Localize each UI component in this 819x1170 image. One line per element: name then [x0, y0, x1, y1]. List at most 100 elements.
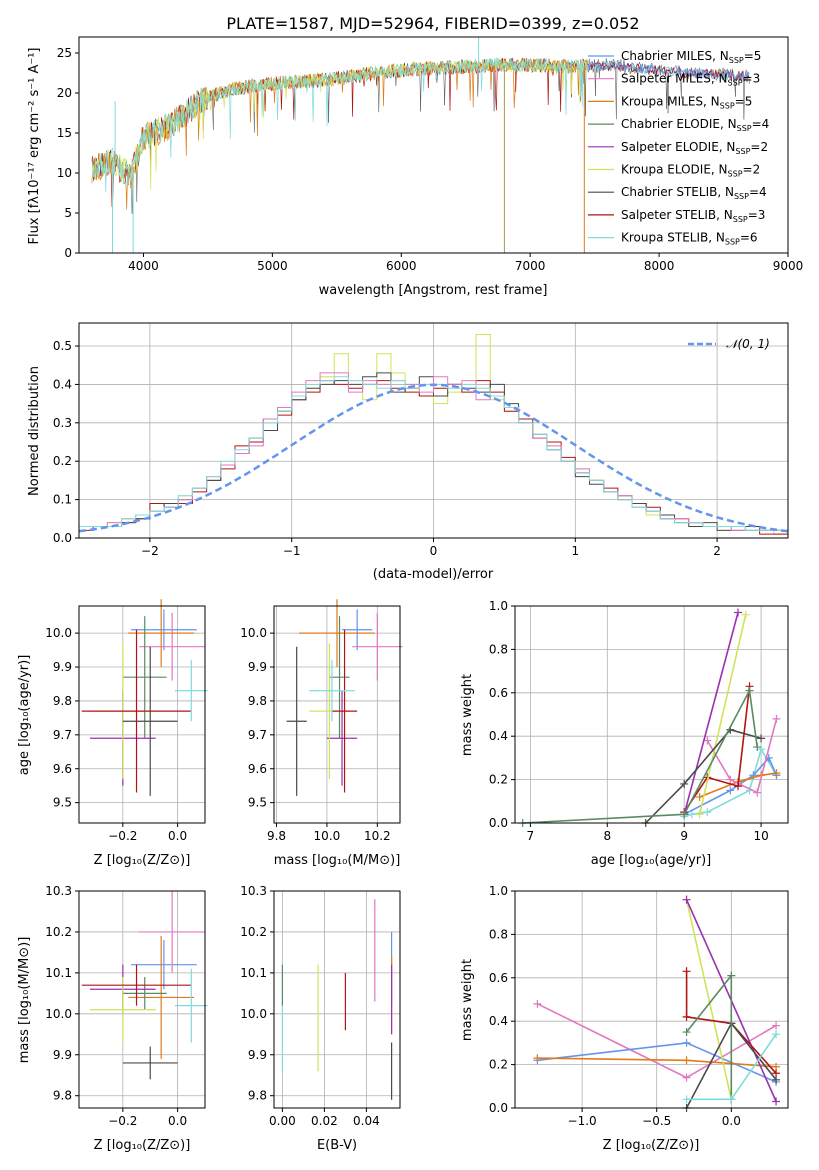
weight-marker	[727, 971, 736, 980]
legend-entry: Salpeter STELIB, NSSP=3	[621, 208, 765, 224]
weight-marker	[741, 610, 750, 619]
tick-label-y: 0.8	[489, 642, 508, 656]
weight-line	[645, 728, 762, 824]
gauss-legend-label: 𝒩(0, 1)	[726, 337, 770, 351]
weight-marker	[533, 1054, 542, 1063]
tick-label-y: 0.8	[489, 927, 508, 941]
tick-label-y: 0.1	[53, 493, 72, 507]
tick-label-x: 10.0	[314, 829, 341, 843]
weight-marker	[772, 714, 781, 723]
tick-label-y: 0.0	[489, 1101, 508, 1115]
tick-label-x: 0	[430, 544, 438, 558]
weight-marker	[753, 743, 762, 752]
tick-label-y: 9.8	[248, 1089, 267, 1103]
tick-label-x: 0.00	[269, 1114, 296, 1128]
weight-marker	[682, 967, 691, 976]
weight-marker	[726, 775, 735, 784]
mass-vs-z-xlabel: Z [log₁₀(Z/Z⊙)]	[94, 1138, 191, 1153]
tick-label-y: 0.5	[53, 339, 72, 353]
weight-marker	[772, 1030, 781, 1039]
weight-line	[683, 686, 751, 813]
weight-marker	[734, 782, 743, 791]
legend-entry: Kroupa ELODIE, NSSP=2	[621, 163, 760, 179]
tick-label-x: 9.8	[267, 829, 286, 843]
legend-entry: Salpeter ELODIE, NSSP=2	[621, 140, 768, 156]
tick-label-x: −0.2	[108, 829, 137, 843]
model-line	[587, 60, 750, 82]
tick-label-x: 4000	[128, 259, 159, 273]
tick-label-y: 15	[57, 126, 72, 140]
tick-label-x: 5000	[257, 259, 288, 273]
tick-label-y: 0.4	[489, 729, 508, 743]
tick-label-x: 0.0	[168, 1114, 187, 1128]
tick-label-x: 9000	[773, 259, 804, 273]
tick-label-y: 0.2	[489, 1058, 508, 1072]
tick-label-y: 0	[64, 246, 72, 260]
weight-marker	[687, 810, 696, 819]
tick-label-x: −1	[283, 544, 301, 558]
tick-label-y: 0.4	[53, 377, 72, 391]
weight-vs-age-panel: 7 8 9 10 0.0 0.2 0.4 0.6 0.8 1.0 age [log₁₀(age/y…	[460, 599, 789, 868]
age-vs-mass-panel: 9.8 10.0 10.2 9.5 9.6 9.7 9.8 9.9 10.0 mass [log…	[240, 599, 403, 868]
weight-line	[683, 612, 739, 815]
weight-line	[706, 718, 778, 794]
weight-marker	[753, 788, 762, 797]
tick-label-x: 0.0	[168, 829, 187, 843]
weight-marker	[772, 1075, 781, 1084]
spectrum-panel: PLATE=1587, MJD=52964, FIBERID=0399, z=0…	[27, 14, 803, 298]
weight-line	[699, 772, 777, 798]
tick-label-x: 0.0	[722, 1114, 741, 1128]
tick-label-y: 0.2	[489, 773, 508, 787]
tick-label-x: 0.02	[311, 1114, 338, 1128]
tick-label-y: 9.9	[53, 660, 72, 674]
gaussian-curve	[78, 383, 789, 533]
weight-marker	[757, 745, 766, 754]
tick-label-x: 10.2	[364, 829, 391, 843]
tick-label-y: 9.8	[53, 694, 72, 708]
weight-marker	[682, 1056, 691, 1065]
spectrum-xlabel: wavelength [Angstrom, rest frame]	[319, 283, 548, 298]
tick-label-x: −1.0	[568, 1114, 597, 1128]
tick-label-y: 0.6	[489, 686, 508, 700]
spectrum-title: PLATE=1587, MJD=52964, FIBERID=0399, z=0…	[226, 14, 639, 33]
tick-label-y: 10.3	[45, 884, 72, 898]
tick-label-x: 2	[713, 544, 721, 558]
weight-line	[685, 899, 733, 1100]
weight-marker	[695, 792, 704, 801]
weight-marker	[695, 810, 704, 819]
weight-marker	[745, 686, 754, 695]
age-vs-z-panel: −0.2 0.0 9.5 9.6 9.7 9.8 9.9 10.0 Z [log₁₀(Z/Z⊙…	[17, 599, 208, 868]
weight-line	[698, 614, 747, 815]
histogram-xlabel: (data-model)/error	[373, 567, 494, 582]
tick-label-y: 10.1	[45, 966, 72, 980]
spectrum-frame	[78, 36, 789, 254]
tick-label-y: 1.0	[489, 599, 508, 613]
tick-label-x: 1	[571, 544, 579, 558]
legend-entry: Chabrier ELODIE, NSSP=4	[621, 117, 769, 133]
weight-marker	[703, 808, 712, 817]
tick-label-y: 0.0	[53, 531, 72, 545]
histogram-ylabel: Normed distribution	[27, 366, 42, 496]
weight-vs-z-panel: −1.0 −0.5 0.0 0.0 0.2 0.4 0.6 0.8 1.0 Z [log₁₀(Z…	[460, 884, 789, 1153]
mass-vs-ebv-panel: 0.00 0.02 0.04 9.8 9.9 10.0 10.1 10.2 10.3 E(B-V…	[240, 884, 401, 1153]
legend-entry: Chabrier STELIB, NSSP=4	[621, 185, 767, 201]
tick-label-x: 10	[753, 829, 768, 843]
tick-label-x: 7	[527, 829, 535, 843]
weight-marker	[682, 1038, 691, 1047]
tick-label-y: 9.5	[53, 796, 72, 810]
tick-label-y: 9.8	[248, 694, 267, 708]
tick-label-y: 9.9	[53, 1048, 72, 1062]
age-vs-z-ylabel: age [log₁₀(age/yr)]	[17, 655, 32, 776]
tick-label-y: 0.2	[53, 454, 72, 468]
tick-label-y: 20	[57, 86, 72, 100]
weight-marker	[682, 1028, 691, 1037]
weight-vs-z-ylabel: mass weight	[460, 959, 475, 1041]
weight-vs-age-xlabel: age [log₁₀(age/yr)]	[591, 853, 712, 868]
age-vs-z-xlabel: Z [log₁₀(Z/Z⊙)]	[94, 853, 191, 868]
tick-label-y: 9.9	[248, 1048, 267, 1062]
weight-line	[683, 756, 778, 816]
weight-marker	[680, 810, 689, 819]
tick-label-y: 10.0	[45, 1007, 72, 1021]
weight-marker	[533, 999, 542, 1008]
